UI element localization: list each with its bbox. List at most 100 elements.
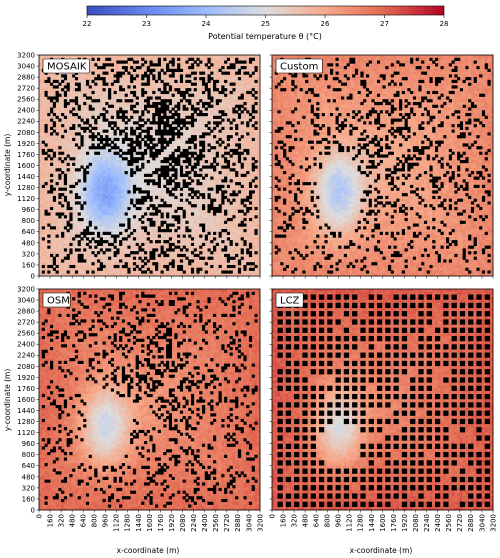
temperature-cell bbox=[47, 116, 50, 119]
temperature-cell bbox=[61, 157, 64, 160]
temperature-cell bbox=[205, 105, 208, 108]
temperature-cell bbox=[166, 185, 169, 188]
temperature-cell bbox=[86, 138, 89, 141]
temperature-cell bbox=[72, 207, 75, 210]
temperature-cell bbox=[235, 146, 238, 149]
temperature-cell bbox=[219, 152, 222, 155]
temperature-cell bbox=[249, 83, 252, 86]
temperature-cell bbox=[61, 105, 64, 108]
temperature-cell bbox=[72, 166, 75, 169]
temperature-cell bbox=[141, 66, 144, 69]
temperature-cell bbox=[249, 204, 252, 207]
temperature-cell bbox=[202, 199, 205, 202]
temperature-cell bbox=[166, 74, 169, 77]
temperature-cell bbox=[64, 221, 67, 224]
temperature-cell bbox=[50, 55, 53, 58]
temperature-cell bbox=[141, 105, 144, 108]
temperature-cell bbox=[152, 130, 155, 133]
temperature-cell bbox=[243, 146, 246, 149]
temperature-cell bbox=[177, 204, 180, 207]
temperature-cell bbox=[196, 127, 199, 130]
temperature-cell bbox=[108, 160, 111, 163]
temperature-cell bbox=[75, 166, 78, 169]
temperature-cell bbox=[224, 149, 227, 152]
temperature-cell bbox=[241, 190, 244, 193]
temperature-cell bbox=[130, 185, 133, 188]
temperature-cell bbox=[219, 132, 222, 135]
temperature-cell bbox=[163, 135, 166, 138]
temperature-cell bbox=[254, 119, 257, 122]
temperature-cell bbox=[158, 160, 161, 163]
temperature-cell bbox=[155, 221, 158, 224]
temperature-cell bbox=[133, 224, 136, 227]
temperature-cell bbox=[150, 132, 153, 135]
temperature-cell bbox=[133, 154, 136, 157]
temperature-cell bbox=[232, 185, 235, 188]
temperature-cell bbox=[97, 168, 100, 171]
temperature-cell bbox=[45, 215, 48, 218]
temperature-cell bbox=[241, 80, 244, 83]
temperature-cell bbox=[119, 160, 122, 163]
temperature-cell bbox=[205, 204, 208, 207]
temperature-cell bbox=[224, 215, 227, 218]
temperature-cell bbox=[216, 193, 219, 196]
temperature-cell bbox=[125, 113, 128, 116]
temperature-cell bbox=[136, 218, 139, 221]
temperature-cell bbox=[177, 174, 180, 177]
temperature-cell bbox=[125, 182, 128, 185]
temperature-cell bbox=[166, 110, 169, 113]
temperature-cell bbox=[249, 152, 252, 155]
temperature-cell bbox=[61, 83, 64, 86]
temperature-cell bbox=[69, 196, 72, 199]
temperature-cell bbox=[224, 168, 227, 171]
temperature-cell bbox=[180, 179, 183, 182]
temperature-cell bbox=[202, 130, 205, 133]
temperature-cell bbox=[127, 135, 130, 138]
temperature-cell bbox=[249, 168, 252, 171]
temperature-cell bbox=[91, 124, 94, 127]
temperature-cell bbox=[191, 149, 194, 152]
temperature-cell bbox=[196, 61, 199, 64]
temperature-cell bbox=[238, 102, 241, 105]
temperature-cell bbox=[78, 119, 81, 122]
temperature-cell bbox=[89, 121, 92, 124]
temperature-cell bbox=[119, 77, 122, 80]
temperature-cell bbox=[89, 185, 92, 188]
temperature-cell bbox=[89, 74, 92, 77]
temperature-cell bbox=[105, 188, 108, 191]
temperature-cell bbox=[127, 127, 130, 130]
temperature-cell bbox=[103, 160, 106, 163]
temperature-cell bbox=[188, 224, 191, 227]
temperature-cell bbox=[144, 154, 147, 157]
temperature-cell bbox=[94, 179, 97, 182]
temperature-cell bbox=[45, 199, 48, 202]
temperature-cell bbox=[196, 85, 199, 88]
temperature-cell bbox=[94, 171, 97, 174]
temperature-cell bbox=[127, 91, 130, 94]
temperature-cell bbox=[42, 116, 45, 119]
temperature-cell bbox=[89, 166, 92, 169]
temperature-cell bbox=[194, 102, 197, 105]
temperature-cell bbox=[119, 190, 122, 193]
temperature-cell bbox=[252, 154, 255, 157]
temperature-cell bbox=[202, 188, 205, 191]
temperature-cell bbox=[147, 124, 150, 127]
temperature-cell bbox=[50, 160, 53, 163]
temperature-cell bbox=[64, 224, 67, 227]
temperature-cell bbox=[127, 124, 130, 127]
temperature-cell bbox=[199, 102, 202, 105]
temperature-cell bbox=[58, 55, 61, 58]
temperature-cell bbox=[216, 143, 219, 146]
temperature-cell bbox=[163, 119, 166, 122]
temperature-cell bbox=[246, 69, 249, 72]
temperature-cell bbox=[216, 168, 219, 171]
temperature-cell bbox=[185, 132, 188, 135]
temperature-cell bbox=[191, 201, 194, 204]
temperature-cell bbox=[241, 130, 244, 133]
temperature-cell bbox=[230, 124, 233, 127]
temperature-cell bbox=[232, 91, 235, 94]
temperature-cell bbox=[169, 212, 172, 215]
temperature-cell bbox=[133, 80, 136, 83]
temperature-cell bbox=[127, 146, 130, 149]
temperature-cell bbox=[111, 102, 114, 105]
